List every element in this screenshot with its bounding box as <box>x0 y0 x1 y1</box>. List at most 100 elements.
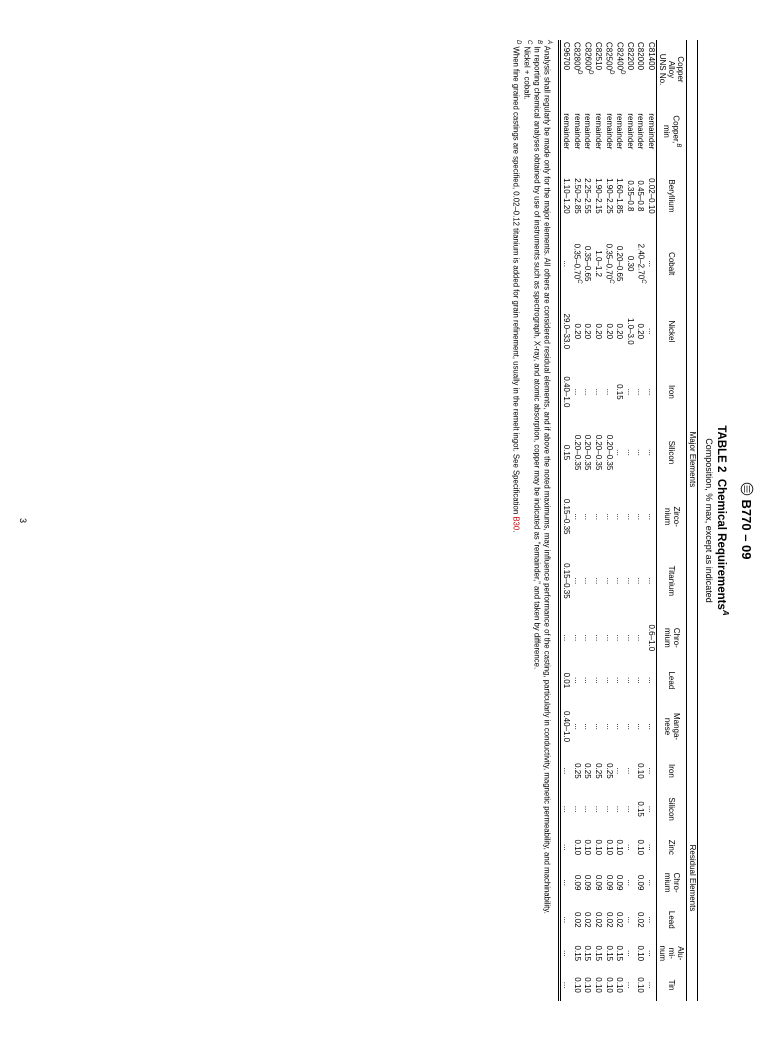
cell: 0.15 <box>614 937 625 969</box>
cell: ... <box>646 228 657 299</box>
cell: remainder <box>561 99 572 164</box>
cell: ... <box>614 663 625 698</box>
cell: ... <box>572 787 583 832</box>
cell: ... <box>561 831 572 863</box>
cell: ... <box>625 663 635 698</box>
cell: ... <box>625 787 635 832</box>
cell: ... <box>625 937 635 969</box>
group-residual: Residual Elements <box>686 755 697 1001</box>
cell: ... <box>646 363 657 420</box>
cell: ... <box>625 613 635 663</box>
cell: ... <box>582 613 593 663</box>
table-row: C81400remainder0.02–0.10................… <box>646 40 657 1001</box>
footnote-a: A Analysis shall regularly be made only … <box>542 50 552 1001</box>
cell: 0.10 <box>604 831 615 863</box>
col-uns: Copper Alloy UNS No. <box>657 40 687 99</box>
cell: 0.20–0.65 <box>614 228 625 299</box>
cell: remainder <box>614 99 625 164</box>
cell: ... <box>561 228 572 299</box>
cell: remainder <box>582 99 593 164</box>
cell: ... <box>646 787 657 832</box>
cell: ... <box>582 787 593 832</box>
astm-logo-icon <box>740 482 754 496</box>
cell: 0.20–0.35 <box>582 420 593 484</box>
cell: ... <box>646 663 657 698</box>
cell: 0.09 <box>582 863 593 902</box>
cell: 0.09 <box>593 863 603 902</box>
cell: 0.20 <box>614 299 625 363</box>
cell: remainder <box>604 99 615 164</box>
cell: ... <box>635 420 646 484</box>
cell: 0.35–0.65 <box>582 228 593 299</box>
cell: ... <box>625 698 635 755</box>
cell: ... <box>604 663 615 698</box>
group-major: Major Elements <box>686 164 697 755</box>
footnote-b: B In reporting chemical analyses obtaine… <box>532 50 542 1001</box>
cell: ... <box>582 485 593 549</box>
cell: 0.02 <box>572 902 583 937</box>
cell: 2.25–2.55 <box>582 164 593 228</box>
cell: ... <box>593 363 603 420</box>
col-cr: Chro- mium <box>657 613 687 663</box>
cell-uns: C82510 <box>593 40 603 99</box>
cell: ... <box>635 613 646 663</box>
cell: ... <box>625 549 635 613</box>
cell: 0.25 <box>582 755 593 787</box>
cell-uns: C82500D <box>604 40 615 99</box>
cell: ... <box>646 698 657 755</box>
cell: ... <box>625 969 635 1001</box>
cell: 0.35–0.8 <box>625 164 635 228</box>
cell-uns: C82400D <box>614 40 625 99</box>
col-be: Beryllium <box>657 164 687 228</box>
cell: ... <box>561 613 572 663</box>
cell: ... <box>614 755 625 787</box>
cell: 0.30 <box>625 228 635 299</box>
cell-uns: C82200 <box>625 40 635 99</box>
footnotes: A Analysis shall regularly be made only … <box>511 40 552 1001</box>
cell: ... <box>635 485 646 549</box>
cell: 0.02 <box>582 902 593 937</box>
cell: 0.15 <box>635 787 646 832</box>
cell: remainder <box>646 99 657 164</box>
cell: 0.10 <box>635 831 646 863</box>
cell-uns: C96700 <box>561 40 572 99</box>
cell: ... <box>604 363 615 420</box>
col-cu: Copper,Bmin <box>657 99 687 164</box>
table-head: Major Elements Residual Elements Copper … <box>657 40 698 1001</box>
cell: 0.02 <box>635 902 646 937</box>
table-row: C96700remainder1.10–1.20...29.0–33.00.40… <box>561 40 572 1001</box>
cell: 0.09 <box>572 863 583 902</box>
cell: ... <box>625 485 635 549</box>
cell: ... <box>572 698 583 755</box>
cell: 1.90–2.15 <box>593 164 603 228</box>
cell: 0.10 <box>593 831 603 863</box>
cell: ... <box>646 969 657 1001</box>
cell: 2.50–2.85 <box>572 164 583 228</box>
spec-ref-link[interactable]: B30 <box>512 516 521 530</box>
cell: 0.25 <box>593 755 603 787</box>
table-subtitle: Composition, % max, except as indicated <box>704 40 714 1001</box>
table-row: C82510remainder1.90–2.151.0–1.20.20...0.… <box>593 40 603 1001</box>
col-fe: Iron <box>657 363 687 420</box>
cell: ... <box>625 831 635 863</box>
spec-header: B770 – 09 <box>739 0 754 1041</box>
cell: ... <box>582 698 593 755</box>
cell: ... <box>625 755 635 787</box>
table-title: TABLE 2 Chemical RequirementsA <box>715 40 730 1001</box>
table-body: C81400remainder0.02–0.10................… <box>561 40 657 1001</box>
cell: ... <box>593 698 603 755</box>
cell: 0.25 <box>604 755 615 787</box>
cell: 29.0–33.0 <box>561 299 572 363</box>
cell: ... <box>561 787 572 832</box>
cell: 1.60–1.85 <box>614 164 625 228</box>
cell: 0.20 <box>582 299 593 363</box>
cell: ... <box>604 787 615 832</box>
col-ti: Titanium <box>657 549 687 613</box>
cell: ... <box>635 363 646 420</box>
footnote-d: D When fine grained castings are specifi… <box>511 50 521 1001</box>
cell: remainder <box>593 99 603 164</box>
cell: 0.40–1.0 <box>561 363 572 420</box>
cell: ... <box>646 902 657 937</box>
cell: ... <box>582 363 593 420</box>
cell: 1.10–1.20 <box>561 164 572 228</box>
